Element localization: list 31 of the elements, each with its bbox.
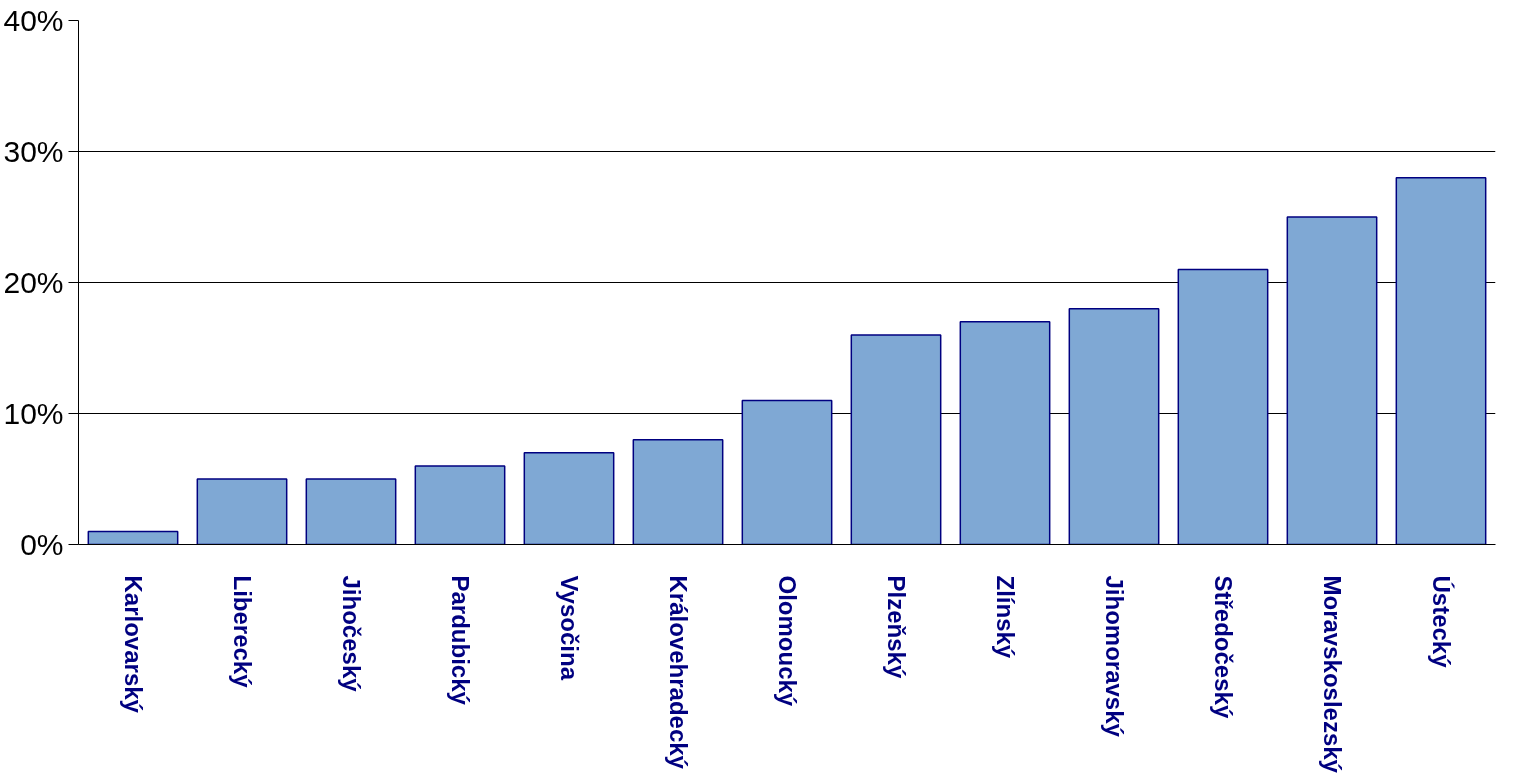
y-tick-label: 10% (3, 397, 64, 430)
bar (1068, 307, 1160, 545)
bar (1395, 176, 1487, 545)
x-tick-label: Plzeňský (882, 575, 910, 679)
x-tick-label: Karlovarský (119, 575, 147, 714)
x-tick-label: Ústecký (1427, 575, 1455, 669)
x-tick-label: Zlínský (991, 575, 1019, 659)
x-tick-label: Středočeský (1209, 575, 1237, 719)
bar (1177, 268, 1269, 545)
y-tick-label: 30% (3, 135, 64, 168)
bar (196, 478, 288, 545)
y-tick-label: 20% (3, 266, 64, 299)
x-tick-label: Jihomoravský (1100, 575, 1128, 738)
bar (523, 452, 615, 545)
y-tick-label: 40% (3, 4, 64, 37)
x-tick-label: Moravskoslezský (1318, 575, 1346, 774)
bar (87, 530, 179, 545)
bar (414, 465, 506, 545)
x-tick-label: Královehradecký (664, 575, 692, 770)
y-tick-label: 0% (20, 528, 64, 561)
x-tick-label: Vysočina (555, 575, 583, 681)
bar (1286, 216, 1378, 545)
bar (741, 399, 833, 545)
x-tick-label: Jihočeský (337, 575, 365, 693)
x-tick-label: Liberecký (228, 575, 256, 689)
bar (305, 478, 397, 545)
x-tick-label: Pardubický (446, 575, 474, 706)
bar (850, 334, 942, 545)
bar (632, 438, 724, 545)
x-tick-label: Olomoucký (773, 575, 801, 707)
bar (959, 321, 1051, 545)
